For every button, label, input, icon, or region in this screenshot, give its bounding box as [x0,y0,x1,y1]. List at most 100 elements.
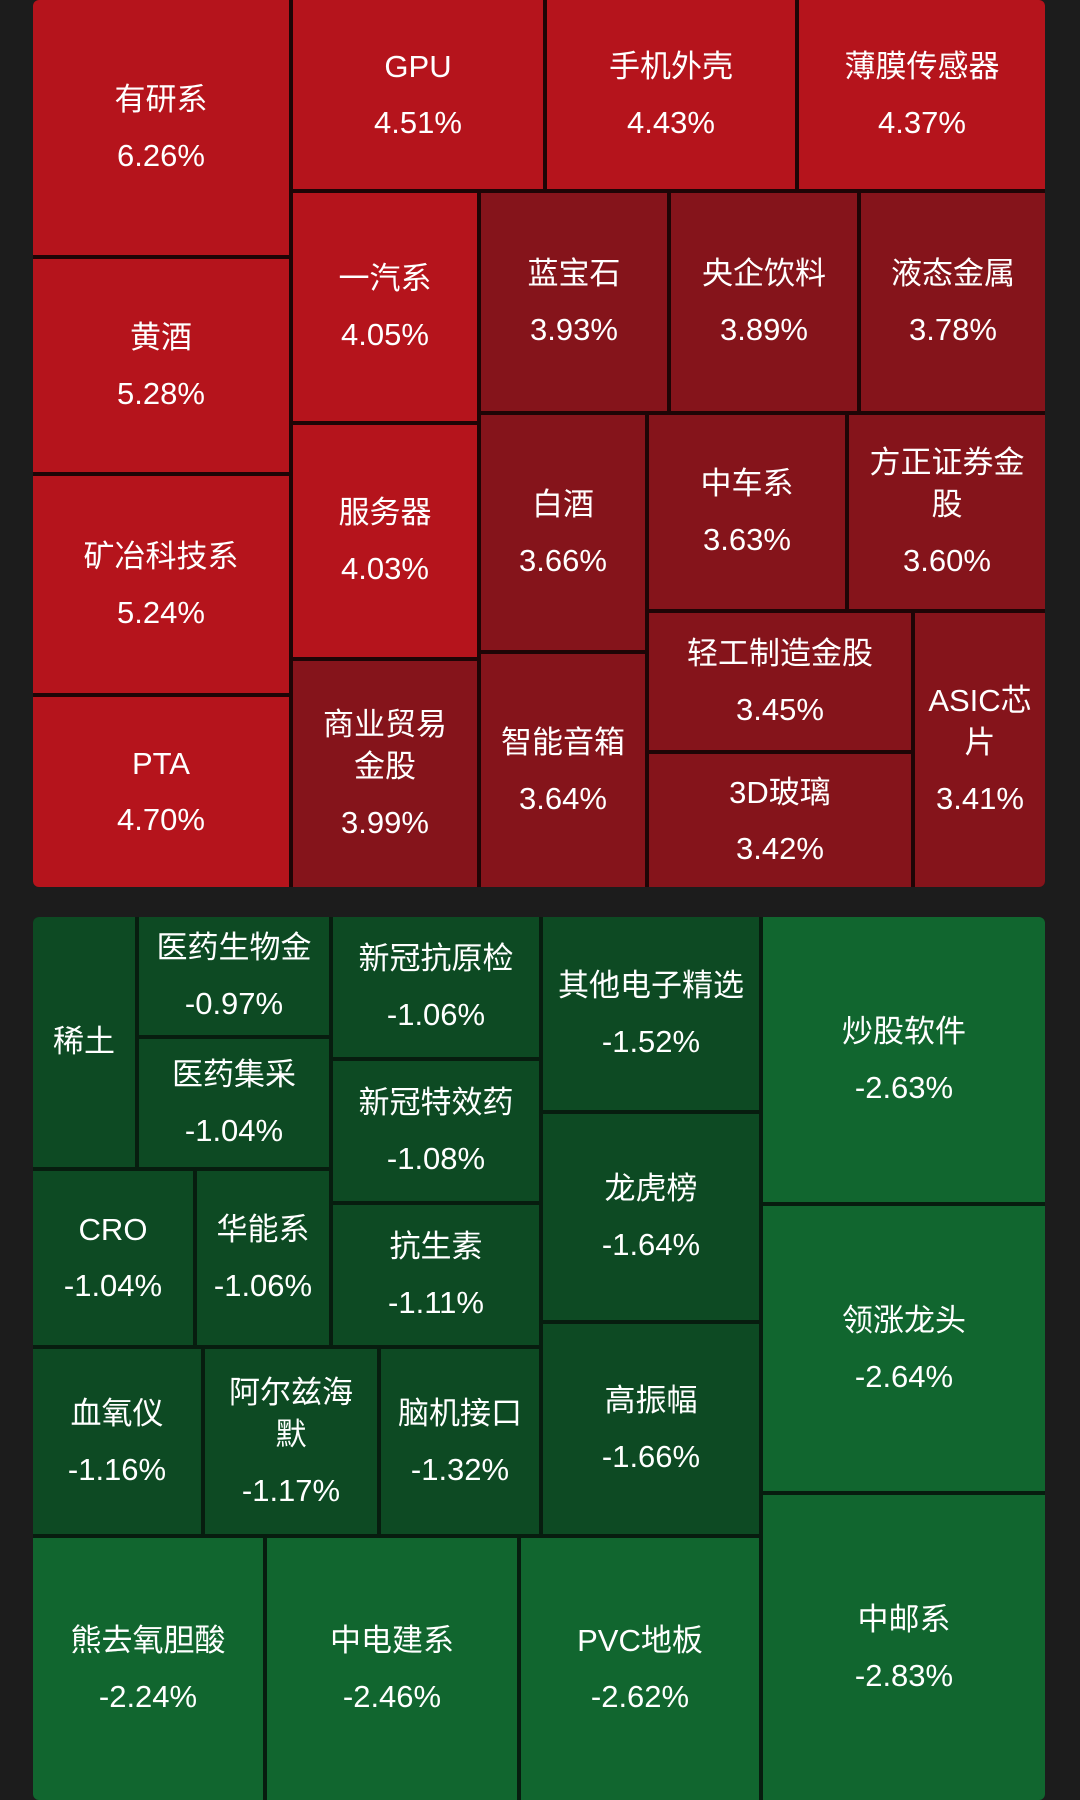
sector-tile[interactable]: 华能系 -1.06% [197,1171,329,1345]
sector-tile[interactable]: 稀土 [33,917,135,1167]
sector-tile[interactable]: GPU 4.51% [293,0,543,189]
sector-change: 3.41% [936,781,1024,816]
sector-name: 新冠特效药 [358,1085,514,1120]
sector-tile[interactable]: 一汽系 4.05% [293,193,477,421]
sector-tile[interactable]: 新冠抗原检 -1.06% [333,917,539,1057]
sector-change: 3.93% [530,312,618,347]
sector-tile[interactable]: 新冠特效药 -1.08% [333,1061,539,1201]
sector-tile[interactable]: 阿尔兹海默 -1.17% [205,1349,377,1534]
sector-name: 脑机接口 [398,1395,522,1431]
sector-tile[interactable]: 有研系 6.26% [33,0,289,255]
sector-tile[interactable]: 抗生素 -1.11% [333,1205,539,1345]
sector-name: 央企饮料 [702,256,826,291]
sector-tile[interactable]: 熊去氧胆酸 -2.24% [33,1538,263,1800]
sector-name: 薄膜传感器 [844,48,1000,84]
sector-name: 3D玻璃 [729,774,831,810]
sector-name: 熊去氧胆酸 [70,1623,226,1658]
sector-name: PVC地板 [577,1623,703,1658]
sector-name: 龙虎榜 [604,1171,698,1206]
sector-change: -1.11% [388,1285,484,1320]
sector-name: 医药集采 [172,1057,296,1092]
sector-tile[interactable]: 其他电子精选 -1.52% [543,917,759,1110]
sector-name: 轻工制造金股 [687,635,873,671]
sector-change: 3.42% [736,830,824,866]
sector-change: 4.37% [878,104,966,140]
sector-tile[interactable]: CRO -1.04% [33,1171,193,1345]
sector-name: 其他电子精选 [558,967,744,1003]
sector-tile[interactable]: 龙虎榜 -1.64% [543,1114,759,1320]
sector-change: 3.45% [736,691,824,727]
sector-name: 白酒 [532,486,594,522]
sector-tile[interactable]: 矿冶科技系 5.24% [33,476,289,693]
sector-tile[interactable]: 领涨龙头 -2.64% [763,1206,1045,1491]
sector-tile[interactable]: 服务器 4.03% [293,425,477,657]
sector-change: -0.97% [184,986,284,1021]
sector-tile[interactable]: 高振幅 -1.66% [543,1324,759,1534]
sector-tile[interactable]: 中电建系 -2.46% [267,1538,517,1800]
sector-change: -1.16% [67,1451,167,1487]
sector-name: 领涨龙头 [842,1302,966,1338]
sector-name: 方正证券金股 [869,445,1025,522]
sector-name: GPU [384,48,452,84]
sector-tile[interactable]: 医药生物金 -0.97% [139,917,329,1035]
sector-change: 4.43% [627,104,715,140]
sector-tile[interactable]: 中邮系 -2.83% [763,1495,1045,1800]
gainers-treemap: 有研系 6.26% GPU 4.51% 手机外壳 4.43% 薄膜传感器 4.37% 黄酒 5.2… [33,0,1045,887]
sector-tile[interactable]: 炒股软件 -2.63% [763,917,1045,1202]
sector-change: 6.26% [117,137,205,173]
sector-name: ASIC芯片 [928,683,1032,760]
sector-tile[interactable]: ASIC芯片 3.41% [915,613,1045,887]
sector-change: -1.32% [410,1451,510,1487]
sector-tile[interactable]: 白酒 3.66% [481,415,645,650]
sector-tile[interactable]: 脑机接口 -1.32% [381,1349,539,1534]
sector-tile[interactable]: 央企饮料 3.89% [671,193,857,411]
sector-change: -1.08% [386,1141,486,1176]
sector-tile[interactable]: 手机外壳 4.43% [547,0,795,189]
sector-tile[interactable]: 中车系 3.63% [649,415,845,609]
sector-name: 血氧仪 [70,1395,164,1431]
sector-tile[interactable]: 蓝宝石 3.93% [481,193,667,411]
sector-name: 商业贸易金股 [323,707,447,784]
sector-change: -1.52% [601,1023,701,1059]
sector-change: 4.51% [374,104,462,140]
sector-name: 高振幅 [604,1383,698,1418]
sector-change: 3.78% [909,312,997,347]
sector-change: -2.63% [854,1069,954,1105]
sector-name: 稀土 [53,1024,115,1059]
sector-name: 华能系 [216,1212,310,1247]
sector-change: -2.62% [590,1679,690,1714]
sector-tile[interactable]: 商业贸易金股 3.99% [293,661,477,887]
sector-change: 5.24% [117,594,205,630]
sector-name: 中邮系 [857,1601,951,1637]
sector-tile[interactable]: 血氧仪 -1.16% [33,1349,201,1534]
sector-tile[interactable]: 医药集采 -1.04% [139,1039,329,1167]
sector-change: 3.63% [703,522,791,557]
sector-change: 3.99% [341,805,429,840]
sector-tile[interactable]: 智能音箱 3.64% [481,654,645,887]
sector-name: 中车系 [700,466,794,501]
sector-tile[interactable]: PTA 4.70% [33,697,289,887]
sector-name: PTA [132,746,190,781]
sector-name: 炒股软件 [842,1013,966,1049]
sector-name: 医药生物金 [156,930,312,965]
sector-name: 有研系 [114,81,208,117]
sector-change: -2.83% [854,1657,954,1693]
sector-tile[interactable]: 液态金属 3.78% [861,193,1045,411]
sector-tile[interactable]: PVC地板 -2.62% [521,1538,759,1800]
sector-name: 矿冶科技系 [83,538,239,574]
sector-change: 3.64% [519,780,607,816]
sector-tile[interactable]: 薄膜传感器 4.37% [799,0,1045,189]
sector-change: 4.03% [341,551,429,586]
sector-tile[interactable]: 3D玻璃 3.42% [649,754,911,887]
sector-name: 黄酒 [130,319,192,355]
sector-change: -1.04% [63,1268,163,1303]
losers-treemap: 稀土 医药生物金 -0.97% 新冠抗原检 -1.06% 其他电子精选 -1.52% 炒股软件… [33,917,1045,1800]
sector-name: 手机外壳 [609,48,733,84]
sector-tile[interactable]: 方正证券金股 3.60% [849,415,1045,609]
sector-name: 中电建系 [330,1623,454,1658]
sector-name: 阿尔兹海默 [229,1374,353,1452]
sector-name: 蓝宝石 [527,256,621,291]
sector-tile[interactable]: 黄酒 5.28% [33,259,289,472]
sector-tile[interactable]: 轻工制造金股 3.45% [649,613,911,750]
sector-change: -1.64% [601,1227,701,1262]
